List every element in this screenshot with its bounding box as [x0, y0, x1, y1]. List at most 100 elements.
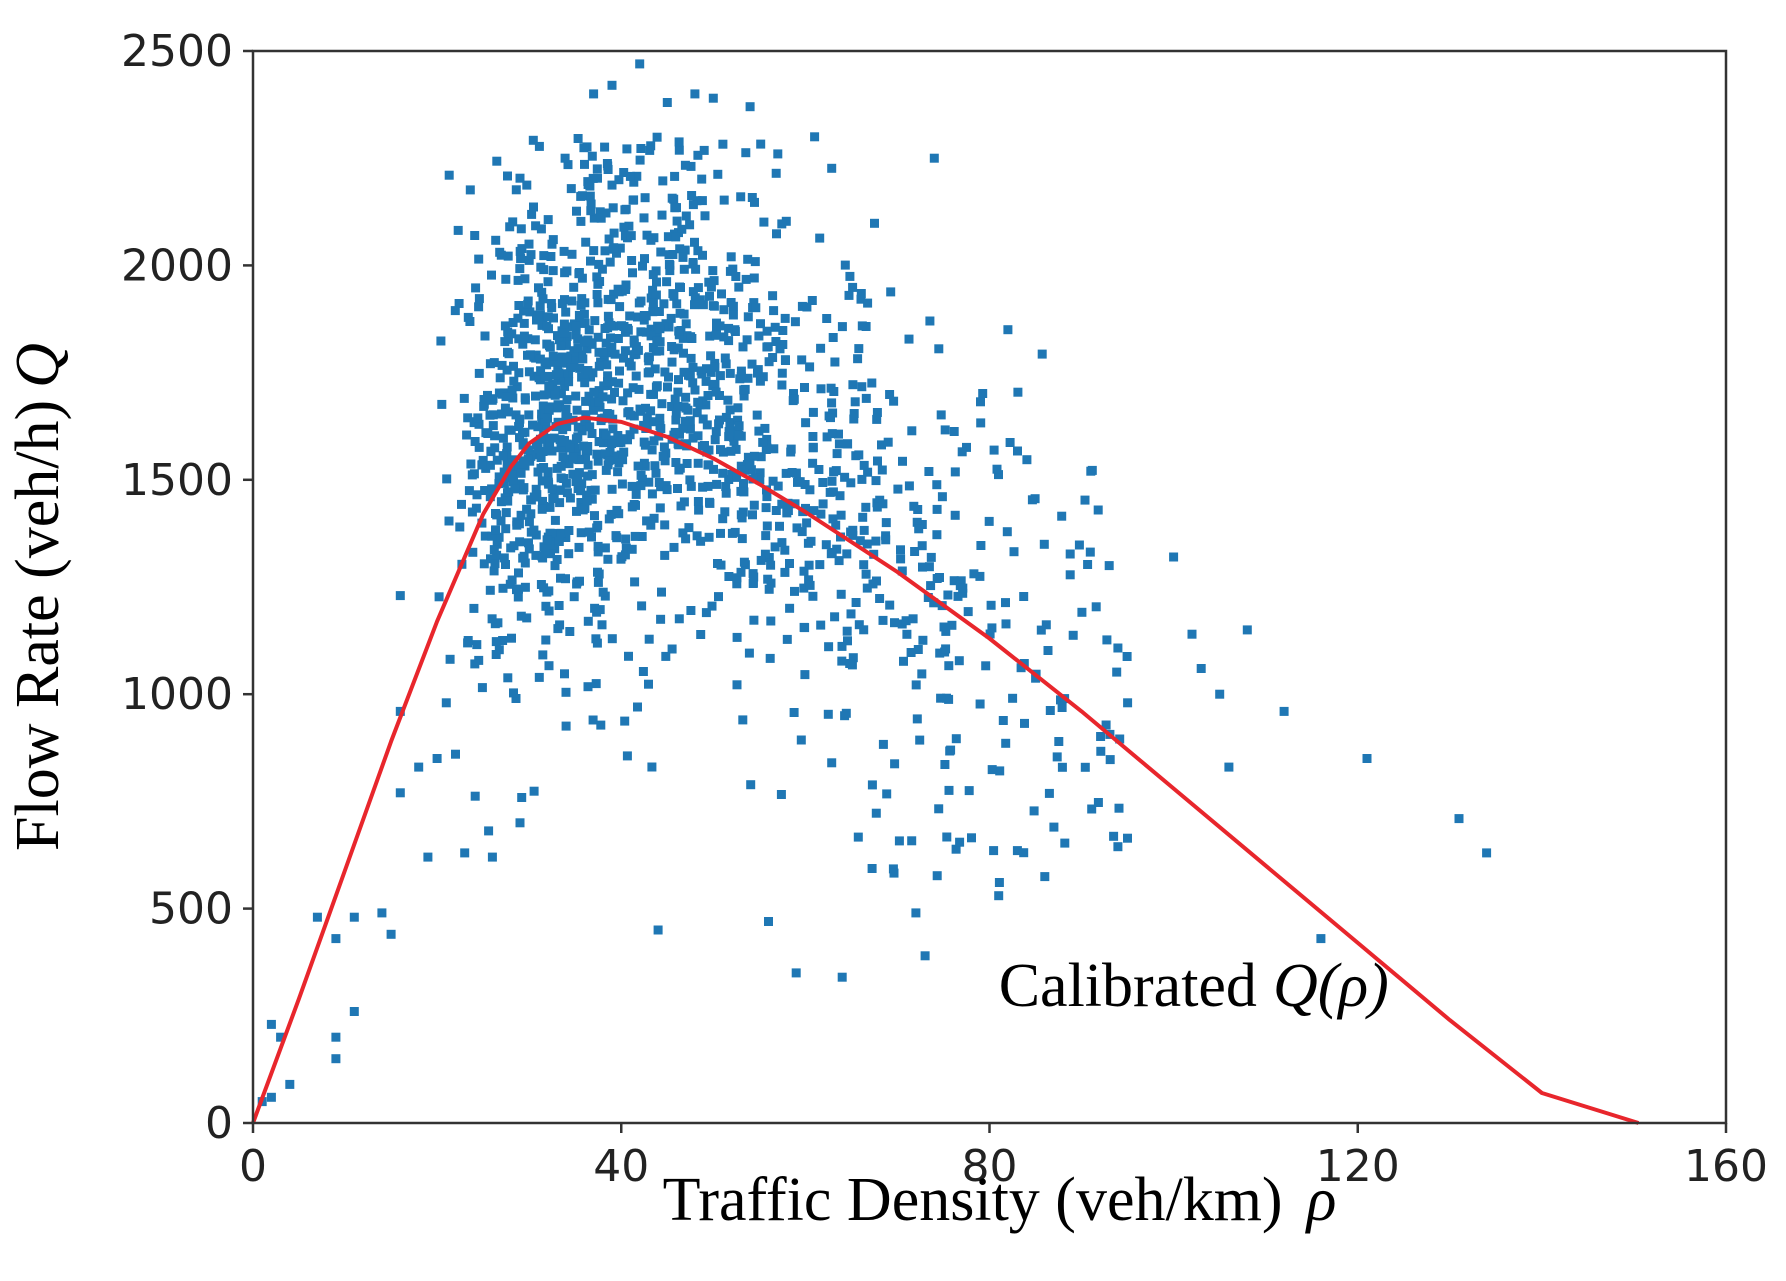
- data-point: [628, 383, 638, 393]
- data-point: [503, 347, 512, 357]
- data-point: [545, 341, 554, 351]
- data-point: [520, 461, 530, 471]
- data-point: [649, 513, 659, 523]
- data-point: [490, 559, 500, 569]
- data-point: [470, 791, 480, 801]
- data-point: [627, 256, 637, 265]
- data-point: [331, 934, 341, 944]
- data-point: [472, 640, 482, 650]
- data-point: [500, 337, 510, 347]
- data-point: [486, 554, 495, 564]
- data-point: [552, 555, 562, 564]
- data-point: [707, 601, 717, 611]
- data-point: [681, 319, 691, 329]
- data-point: [690, 293, 700, 303]
- data-point: [957, 447, 967, 457]
- data-point: [646, 235, 656, 245]
- data-point: [848, 282, 858, 292]
- data-point: [917, 669, 927, 679]
- data-point: [556, 443, 566, 453]
- data-point: [534, 373, 544, 383]
- data-point: [735, 374, 745, 384]
- data-point: [642, 230, 652, 240]
- data-point: [520, 427, 530, 437]
- data-point: [743, 373, 753, 383]
- data-point: [436, 336, 446, 346]
- data-point: [648, 305, 658, 315]
- data-point: [679, 348, 688, 358]
- data-point: [587, 532, 596, 542]
- data-point: [810, 132, 820, 142]
- data-point: [912, 714, 922, 724]
- data-point: [589, 213, 599, 223]
- data-point: [466, 459, 476, 469]
- data-point: [877, 440, 886, 450]
- data-point: [636, 144, 646, 153]
- data-point: [469, 418, 479, 428]
- data-point: [723, 395, 733, 405]
- data-point: [646, 520, 656, 530]
- data-point: [507, 633, 516, 643]
- data-point: [571, 477, 581, 486]
- data-point: [724, 427, 734, 436]
- data-point: [747, 193, 757, 202]
- data-point: [856, 289, 866, 298]
- data-point: [564, 459, 574, 469]
- data-point: [914, 524, 924, 534]
- data-point: [695, 295, 705, 305]
- data-point: [791, 968, 801, 978]
- data-point: [573, 334, 583, 344]
- data-point: [649, 436, 659, 446]
- data-point: [514, 368, 524, 378]
- data-point: [749, 500, 759, 510]
- data-point: [862, 583, 872, 593]
- data-point: [771, 337, 781, 346]
- data-point: [807, 296, 817, 305]
- data-point: [501, 524, 511, 534]
- data-point: [576, 528, 586, 538]
- data-point: [349, 912, 359, 922]
- data-point: [715, 415, 724, 425]
- data-point: [603, 311, 613, 321]
- data-point: [669, 542, 679, 552]
- data-point: [473, 413, 483, 423]
- data-point: [749, 572, 759, 582]
- data-point: [607, 439, 617, 449]
- data-point: [780, 313, 790, 323]
- data-point: [664, 260, 674, 269]
- data-point: [531, 450, 541, 460]
- data-point: [649, 417, 659, 427]
- data-point: [781, 356, 790, 365]
- data-point: [565, 493, 575, 503]
- data-point: [714, 592, 723, 602]
- data-point: [667, 644, 677, 654]
- data-point: [803, 538, 813, 548]
- data-point: [789, 394, 799, 404]
- data-point: [312, 912, 322, 922]
- data-point: [1113, 842, 1123, 852]
- data-point: [1057, 511, 1067, 521]
- data-point: [766, 560, 776, 570]
- data-point: [1013, 387, 1023, 397]
- data-point: [896, 554, 906, 564]
- data-point: [861, 502, 871, 512]
- data-point: [741, 148, 751, 158]
- data-point: [650, 364, 660, 374]
- data-point: [704, 277, 714, 287]
- data-point: [615, 366, 624, 376]
- data-point: [497, 409, 507, 419]
- data-point: [539, 251, 549, 261]
- data-point: [492, 455, 502, 465]
- data-point: [734, 282, 744, 292]
- data-point: [913, 645, 923, 654]
- data-point: [540, 357, 550, 367]
- data-point: [688, 378, 698, 388]
- data-point: [941, 644, 951, 654]
- data-point: [818, 499, 828, 509]
- data-point: [772, 229, 781, 239]
- data-point: [777, 538, 787, 548]
- data-point: [520, 274, 530, 284]
- data-point: [792, 523, 802, 533]
- data-point: [674, 465, 684, 475]
- data-point: [558, 452, 568, 462]
